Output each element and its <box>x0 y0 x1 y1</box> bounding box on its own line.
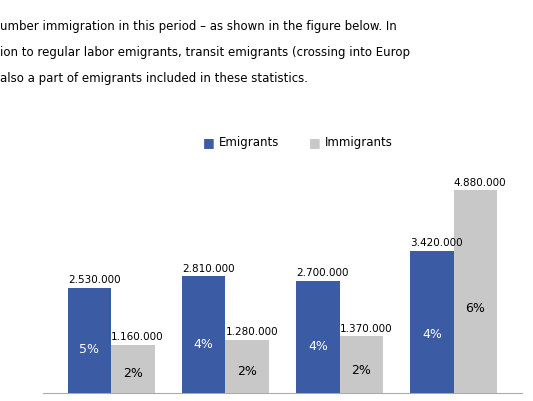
Text: 2.530.000: 2.530.000 <box>68 275 120 285</box>
Text: 1.370.000: 1.370.000 <box>340 323 392 333</box>
Text: 2.810.000: 2.810.000 <box>182 263 235 273</box>
Text: 6%: 6% <box>465 302 486 314</box>
Bar <box>182 276 225 393</box>
Bar <box>225 340 269 393</box>
Text: 4%: 4% <box>308 340 328 352</box>
Text: ion to regular labor emigrants, transit emigrants (crossing into Europ: ion to regular labor emigrants, transit … <box>0 46 410 59</box>
Text: Immigrants: Immigrants <box>325 136 393 149</box>
Text: 4%: 4% <box>193 338 214 350</box>
Bar <box>454 190 497 393</box>
Text: 3.420.000: 3.420.000 <box>410 238 463 248</box>
Text: ■: ■ <box>309 136 321 149</box>
Text: Emigrants: Emigrants <box>219 136 279 149</box>
Text: 5%: 5% <box>79 342 100 355</box>
Text: ■: ■ <box>203 136 214 149</box>
Text: 4.880.000: 4.880.000 <box>454 177 506 187</box>
Text: also a part of emigrants included in these statistics.: also a part of emigrants included in the… <box>0 72 308 85</box>
Bar <box>340 336 383 393</box>
Bar <box>111 345 155 393</box>
Text: 2%: 2% <box>351 363 372 376</box>
Text: 1.280.000: 1.280.000 <box>225 326 278 336</box>
Text: 1.160.000: 1.160.000 <box>111 332 164 342</box>
Text: 2.700.000: 2.700.000 <box>296 268 349 277</box>
Bar <box>296 281 340 393</box>
Text: 2%: 2% <box>123 366 143 379</box>
Text: 2%: 2% <box>237 364 257 377</box>
Text: umber immigration in this period – as shown in the figure below. In: umber immigration in this period – as sh… <box>0 20 397 33</box>
Text: 4%: 4% <box>422 327 442 340</box>
Bar <box>68 288 111 393</box>
Bar <box>410 251 454 393</box>
